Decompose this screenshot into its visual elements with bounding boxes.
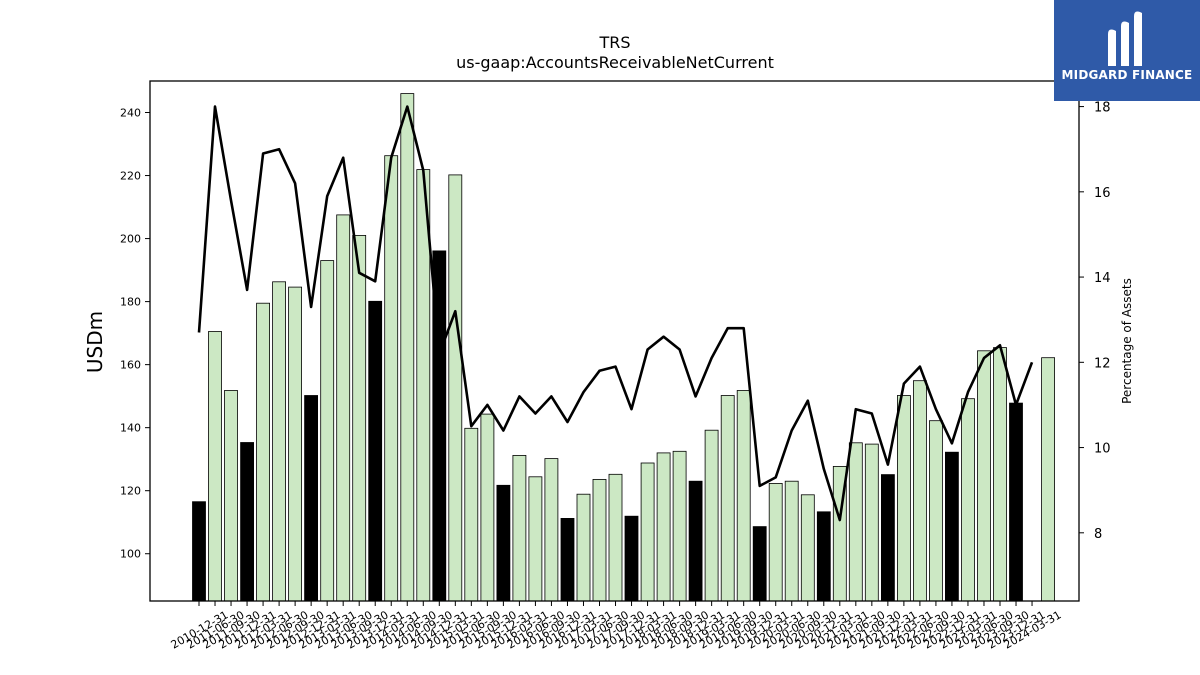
bar-2015-03-31	[464, 427, 479, 602]
bar-2014-03-31	[400, 93, 415, 602]
bar-2021-03-31	[848, 442, 863, 602]
y-right-tick-label: 8	[1094, 527, 1102, 542]
bar-2022-12-31	[961, 398, 975, 602]
y-right-tick-label: 10	[1094, 442, 1111, 457]
y-right-tick-label: 12	[1094, 356, 1111, 371]
bar-2018-06-30	[672, 450, 687, 602]
y-left-tick-label: 120	[120, 485, 141, 498]
bar-2015-06-30	[480, 413, 495, 602]
bar-2017-03-31	[592, 478, 607, 602]
bar-2018-03-31	[656, 452, 671, 602]
bar-2013-09-30	[368, 300, 383, 602]
bar-2022-06-30	[929, 420, 943, 602]
bar-2023-06-30	[993, 347, 1007, 602]
bar-2012-06-30	[288, 286, 303, 602]
chart-subtitle: us-gaap:AccountsReceivableNetCurrent	[456, 53, 774, 72]
y-axis-right-label: Percentage of Assets	[1120, 278, 1134, 404]
bar-2011-03-31	[208, 331, 222, 602]
y-left-tick-label: 180	[120, 296, 141, 309]
y-left-tick-label: 240	[120, 107, 141, 120]
bar-2015-12-31	[512, 454, 527, 602]
bar-2012-12-31	[320, 260, 335, 602]
y-axis-right: 8 10 12 14 16 18	[1079, 101, 1111, 542]
bar-2011-09-30	[240, 442, 255, 602]
y-axis-left: 100 120 140 160 180 200 220 240	[120, 107, 150, 561]
bar-2023-03-31	[977, 350, 991, 602]
bar-2020-06-30	[800, 494, 815, 602]
bar-2016-12-31	[576, 493, 591, 602]
bar-2018-12-31	[704, 429, 719, 602]
y-left-tick-label: 140	[120, 422, 141, 435]
bar-2013-12-31	[384, 155, 399, 602]
bars-group	[192, 93, 1055, 602]
bar-2021-09-30	[881, 474, 895, 602]
bar-2022-03-31	[913, 380, 927, 602]
y-left-tick-label: 200	[120, 233, 141, 246]
bar-2017-06-30	[608, 473, 623, 602]
bar-2016-03-31	[528, 476, 543, 602]
bar-2019-03-31	[720, 395, 735, 602]
bar-2013-03-31	[336, 214, 351, 602]
bar-2019-06-30	[736, 390, 751, 602]
midgard-m-icon	[1108, 11, 1142, 66]
y-right-tick-label: 16	[1094, 186, 1111, 201]
bar-2019-09-30	[752, 526, 767, 602]
bar-2020-09-30	[816, 511, 831, 602]
x-axis: 2010-12-312011-06-302011-09-302011-12-31…	[169, 601, 1064, 652]
bar-2018-09-30	[688, 480, 703, 602]
bar-2021-06-30	[864, 443, 879, 602]
midgard-finance-logo: MIDGARD FINANCE	[1054, 0, 1200, 101]
bar-2010-12-31	[192, 501, 206, 602]
bar-2013-06-30	[352, 234, 367, 602]
percentage-line	[197, 105, 1034, 522]
bar-2014-12-31	[448, 174, 463, 602]
bar-2019-12-31	[768, 482, 783, 602]
y-left-tick-label: 160	[120, 359, 141, 372]
bar-2016-09-30	[560, 518, 575, 602]
y-right-tick-label: 18	[1094, 101, 1111, 116]
y-right-tick-label: 14	[1094, 271, 1111, 286]
bar-2011-06-30	[224, 390, 238, 602]
y-axis-left-label: USDm	[83, 311, 107, 373]
bar-2023-09-30	[1009, 402, 1023, 602]
chart-title: TRS	[598, 33, 630, 52]
bar-2016-06-30	[544, 458, 559, 602]
bar-2015-09-30	[496, 484, 511, 602]
plot-frame	[149, 80, 1080, 602]
y-left-tick-label: 220	[120, 170, 141, 183]
bar-2012-03-31	[272, 281, 287, 602]
bar-2020-03-31	[784, 480, 799, 602]
bar-2012-09-30	[304, 395, 319, 602]
bar-2022-09-30	[945, 451, 959, 602]
bar-2017-09-30	[624, 515, 639, 602]
bar-2011-12-31	[256, 302, 271, 602]
bar-2021-12-31	[897, 395, 911, 602]
y-left-tick-label: 100	[120, 548, 141, 561]
logo-text: MIDGARD FINANCE	[1061, 68, 1193, 82]
bar-2017-12-31	[640, 462, 655, 602]
bar-2024-03-31	[1041, 357, 1055, 602]
